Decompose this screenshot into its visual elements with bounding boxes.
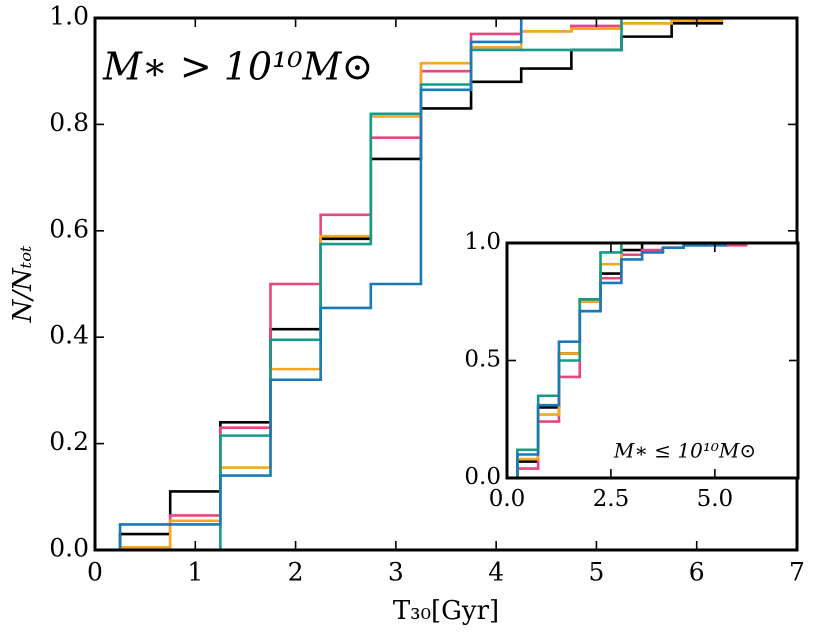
plot-area [507,243,798,478]
x-tick-label: 1 [187,557,203,586]
annotation: M∗ > 10¹⁰M⊙ [102,45,373,89]
y-tick-label: 1.0 [464,229,501,255]
annotation: M∗ ≤ 10¹⁰M⊙ [613,439,756,463]
x-tick-label: 3 [388,557,404,586]
y-axis-label: N/Nₜₒₜ [8,245,38,324]
y-tick-label: 0.2 [49,427,89,456]
x-tick-label: 0.0 [489,486,526,512]
y-tick-label: 0.0 [464,464,501,490]
x-tick-label: 2.5 [593,486,630,512]
y-tick-label: 0.5 [464,347,501,373]
y-tick-label: 0.4 [49,321,89,350]
axes-frame [505,241,800,480]
y-tick-label: 0.0 [49,534,89,563]
y-tick-label: 0.6 [49,214,89,243]
x-tick-label: 5.0 [697,486,734,512]
x-tick-label: 4 [488,557,504,586]
y-tick-label: 0.8 [49,108,89,137]
x-tick-label: 7 [789,557,805,586]
x-tick-label: 0 [87,557,103,586]
y-tick-label: 1.0 [49,2,89,31]
x-tick-label: 2 [288,557,304,586]
x-tick-label: 5 [588,557,604,586]
x-axis-label: T₃₀[Gyr] [393,596,499,626]
x-tick-label: 6 [689,557,705,586]
